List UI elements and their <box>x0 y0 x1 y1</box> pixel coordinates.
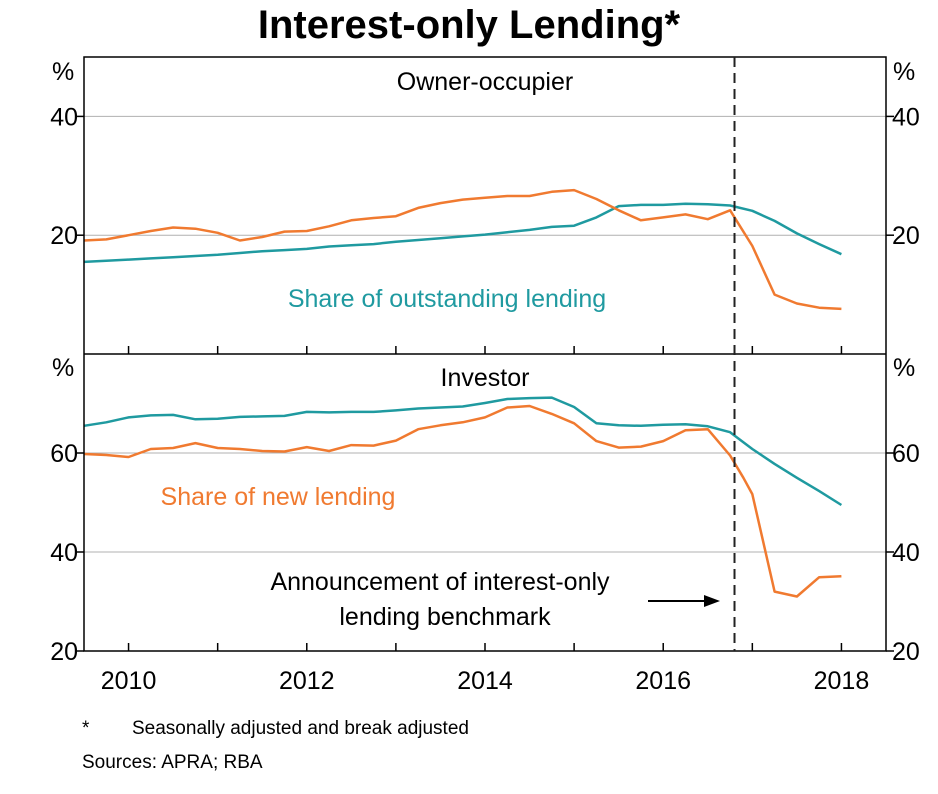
unit-label-bottom-left: % <box>52 354 74 382</box>
series-lines <box>83 188 843 598</box>
footnote-mark: * <box>82 718 90 739</box>
y-tick-label-right: 20 <box>892 222 920 250</box>
unit-label-bottom-right: % <box>893 354 915 382</box>
unit-label-top-left: % <box>52 58 74 86</box>
event-annotation-line2: lending benchmark <box>339 603 551 631</box>
x-tick-label: 2012 <box>279 667 335 695</box>
sources-note: Sources: APRA; RBA <box>82 752 263 773</box>
x-tick-label: 2010 <box>101 667 157 695</box>
event-arrow-head <box>704 595 720 607</box>
x-tick-label: 2018 <box>814 667 870 695</box>
y-tick-label-left: 40 <box>50 539 78 567</box>
x-tick-label: 2016 <box>635 667 691 695</box>
y-tick-label-right: 40 <box>892 539 920 567</box>
y-axes: 20 20 40 40 20 20 40 40 60 60 <box>50 103 920 666</box>
panel-title-investor: Investor <box>441 364 530 392</box>
y-tick-label-right: 60 <box>892 440 920 468</box>
y-tick-label-right: 40 <box>892 103 920 131</box>
x-tick-label: 2014 <box>457 667 513 695</box>
label-share-outstanding: Share of outstanding lending <box>288 285 606 313</box>
x-axis: 2010 2012 2014 2016 2018 <box>101 346 870 695</box>
y-tick-label-left: 40 <box>50 103 78 131</box>
panel-title-owner-occupier: Owner-occupier <box>397 68 573 96</box>
unit-label-top-right: % <box>893 58 915 86</box>
series-line <box>83 404 842 598</box>
y-tick-label-left: 60 <box>50 440 78 468</box>
series-line <box>83 188 842 311</box>
series-line <box>83 202 842 264</box>
footnote-text: Seasonally adjusted and break adjusted <box>132 718 469 739</box>
label-share-new: Share of new lending <box>161 483 396 511</box>
y-tick-label-left: 20 <box>50 222 78 250</box>
event-annotation-line1: Announcement of interest-only <box>270 568 610 596</box>
chart-title: Interest-only Lending* <box>258 3 681 47</box>
y-tick-label-right: 20 <box>892 638 920 666</box>
y-tick-label-left: 20 <box>50 638 78 666</box>
series-line <box>83 396 843 507</box>
